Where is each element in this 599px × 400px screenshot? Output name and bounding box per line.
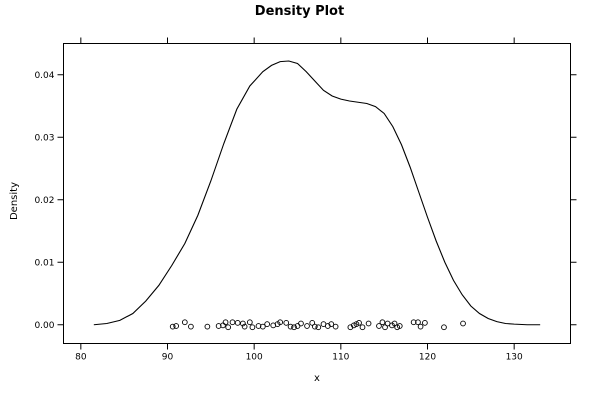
y-tick-label-0.00: 0.00	[34, 321, 54, 331]
rug-points	[169, 319, 466, 331]
rug-point-42	[382, 324, 388, 331]
y-tick-label-0.04: 0.04	[34, 71, 54, 81]
rug-point-22	[287, 323, 294, 330]
density-curve	[93, 60, 541, 326]
y-axis-label: Density	[9, 182, 20, 220]
rug-point-48	[410, 319, 417, 326]
x-tick-label-120: 120	[419, 353, 436, 363]
rug-point-14	[249, 324, 256, 331]
rug-point-11	[240, 320, 246, 327]
y-axis-ticks: 0.00 0.01 0.02 0.03 0.04	[34, 71, 577, 331]
rug-point-51	[422, 320, 428, 326]
rug-point-16	[259, 323, 266, 330]
rug-point-7	[222, 319, 229, 326]
rug-point-13	[246, 319, 253, 326]
rug-point-1	[173, 323, 180, 329]
rug-point-52	[441, 324, 447, 331]
rug-point-38	[359, 324, 366, 331]
chart-title: Density Plot	[255, 4, 344, 19]
x-axis-label: x	[314, 373, 320, 384]
rug-point-25	[298, 320, 304, 327]
rug-point-29	[315, 324, 322, 331]
rug-point-4	[204, 323, 211, 330]
x-tick-label-100: 100	[246, 353, 263, 363]
rug-point-27	[309, 320, 316, 326]
rug-point-10	[234, 320, 241, 326]
rug-point-32	[328, 321, 335, 327]
rug-point-8	[225, 324, 232, 331]
rug-point-45	[391, 320, 398, 327]
x-tick-label-130: 130	[506, 353, 523, 363]
plot-frame	[63, 43, 571, 344]
x-tick-label-90: 90	[162, 353, 174, 363]
rug-point-26	[304, 323, 310, 329]
rug-point-50	[417, 323, 424, 330]
rug-point-17	[264, 321, 271, 327]
rug-point-40	[376, 323, 382, 329]
rug-point-9	[229, 319, 236, 326]
y-tick-label-0.01: 0.01	[34, 258, 54, 268]
x-axis-ticks: 80 90 100 110 120 130	[75, 37, 523, 363]
y-tick-label-0.02: 0.02	[34, 196, 54, 206]
rug-point-53	[460, 320, 466, 327]
rug-point-28	[311, 323, 318, 330]
rug-point-47	[396, 323, 403, 329]
rug-point-49	[415, 319, 421, 326]
rug-point-33	[332, 323, 339, 330]
x-tick-label-110: 110	[332, 353, 349, 363]
rug-point-37	[356, 320, 362, 326]
rug-point-41	[379, 319, 386, 326]
rug-point-0	[169, 323, 176, 330]
rug-point-3	[188, 323, 194, 330]
rug-point-39	[365, 320, 372, 327]
rug-point-20	[277, 319, 284, 326]
rug-point-23	[291, 324, 297, 331]
rug-point-12	[241, 323, 248, 330]
y-tick-label-0.03: 0.03	[34, 133, 54, 143]
rug-point-21	[283, 320, 290, 326]
x-tick-label-80: 80	[75, 353, 87, 363]
rug-point-2	[181, 319, 188, 326]
density-layer	[93, 60, 541, 326]
